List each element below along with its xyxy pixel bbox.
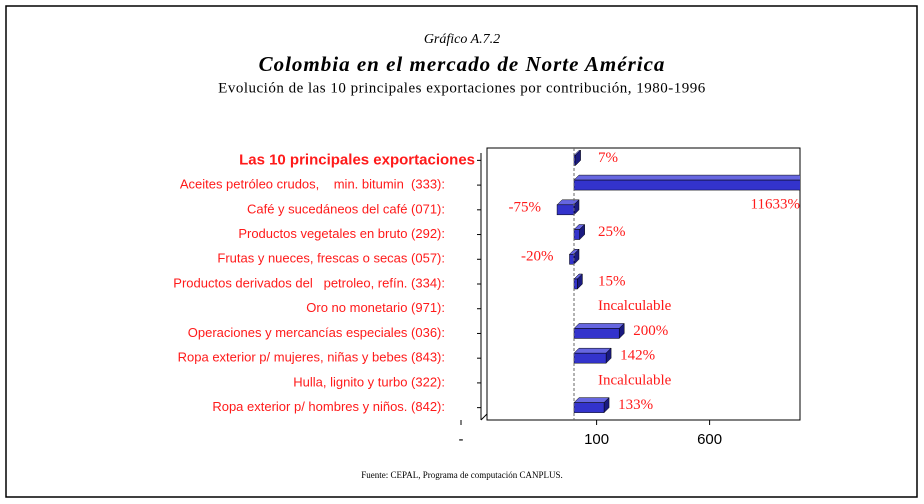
plot-area [486,147,801,421]
value-label: 200% [633,323,668,339]
x-tick-label: 100 [584,431,609,448]
value-label: Incalculable [598,298,672,314]
bar-top [573,174,800,181]
chart-title: Colombia en el mercado de Norte América [259,52,666,76]
bar [556,199,580,216]
value-label: 25% [598,224,626,240]
bar [568,248,580,265]
value-label: Incalculable [598,372,672,388]
bar [573,347,612,364]
y-tick-label: Ropa exterior p/ mujeres, niñas y bebes … [178,350,445,365]
value-label: -75% [509,199,542,215]
source: Fuente: CEPAL, Programa de computación C… [361,470,562,480]
y-tick-label: Operaciones y mercancías especiales (036… [188,325,445,340]
value-label: 142% [620,348,655,364]
y-tick-label: Las 10 principales exportaciones [239,151,475,168]
bar-front [573,278,578,290]
y-tick-label: Café y sucedáneos del café (071): [247,201,445,216]
bar-front [556,204,575,216]
bar [573,397,610,414]
bar-top [573,397,610,403]
bar-front [573,352,607,364]
chart-subtitle: Evolución de las 10 principales exportac… [218,80,706,96]
frame [5,5,918,498]
bar-top [573,347,612,354]
bar [573,322,625,340]
x-tick-label: - [459,431,464,448]
bar-front [573,402,605,413]
y-tick-label: Aceites petróleo crudos, min. bitumin (3… [180,177,445,192]
y-tick-label: Ropa exterior p/ hombres y niños. (842): [212,399,445,414]
bar-front [569,254,575,265]
y-tick-label: Productos derivados del petroleo, refín.… [173,275,445,290]
x-tick-label: 600 [697,431,722,448]
y-tick-label: Frutas y nueces, frescas o secas (057): [217,251,445,266]
value-label: 7% [598,150,618,166]
value-label: 11633% [751,197,800,213]
chart-label: Gráfico A.7.2 [424,32,500,47]
axis-depth [480,413,488,421]
bar-front [573,328,620,339]
y-tick-label: Oro no monetario (971): [306,300,445,315]
bar [573,273,584,290]
bar-front [573,229,580,240]
y-tick-label: Hulla, lignito y turbo (322): [293,374,445,389]
value-label: 15% [598,273,626,289]
value-label: -20% [521,249,554,265]
y-tick-label: Productos vegetales en bruto (292): [238,226,445,241]
value-label: 133% [618,397,653,413]
bar-top [573,323,625,329]
